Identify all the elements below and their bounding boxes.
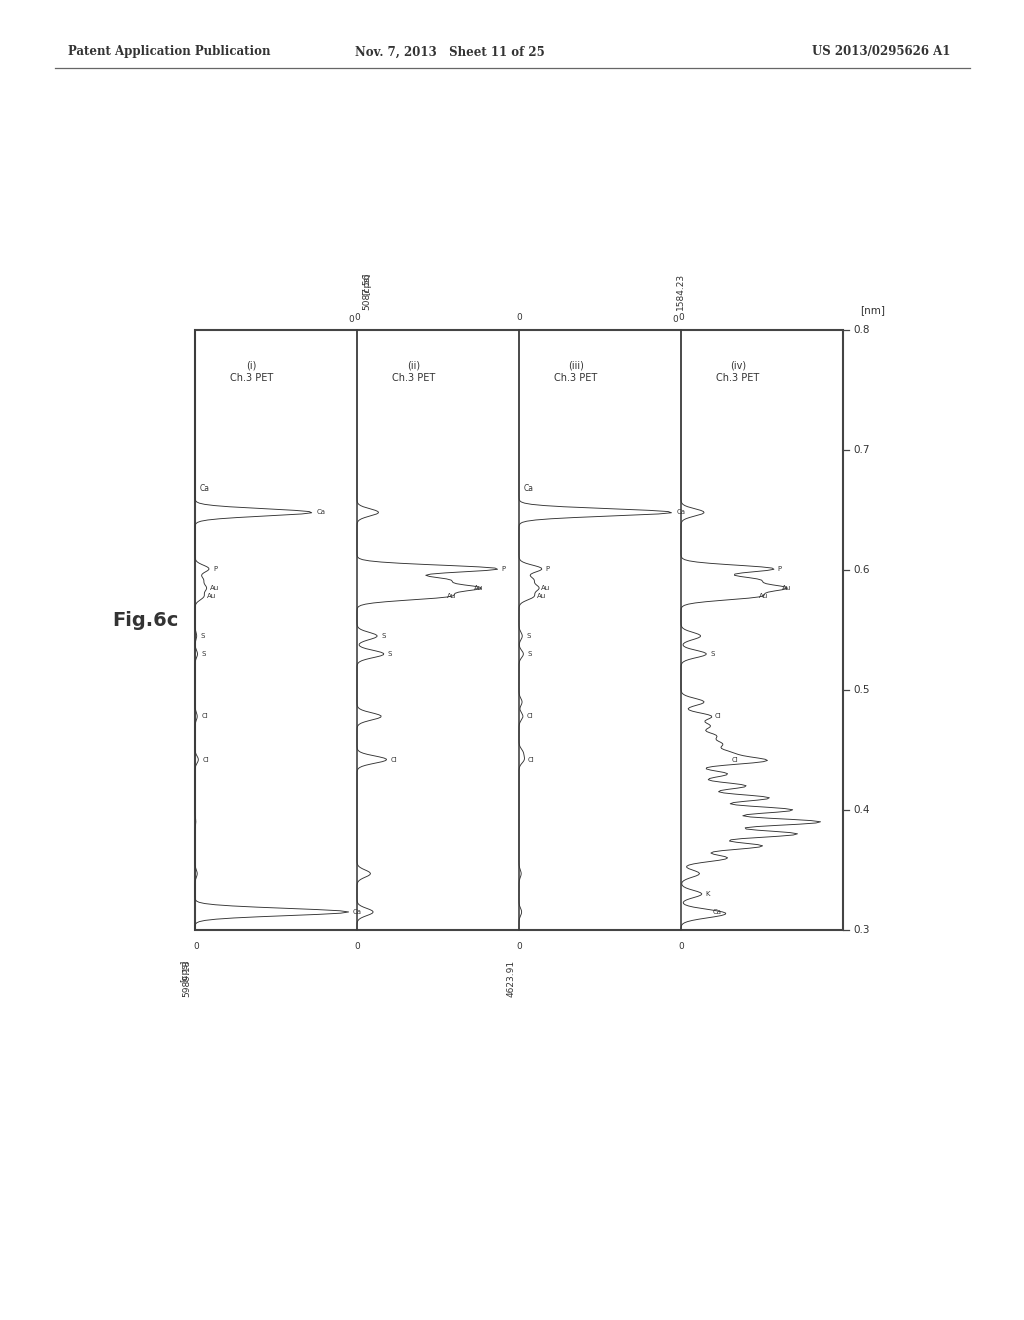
Text: [nm]: [nm]: [860, 305, 886, 315]
Text: 0: 0: [672, 315, 678, 323]
Text: Cl: Cl: [527, 756, 535, 763]
Text: Cl: Cl: [731, 756, 738, 763]
Text: S: S: [202, 651, 206, 657]
Text: 5989.18: 5989.18: [182, 960, 191, 998]
Text: 0.8: 0.8: [853, 325, 869, 335]
Text: P: P: [502, 566, 506, 572]
Text: S: S: [381, 634, 386, 639]
Text: Cl: Cl: [715, 713, 722, 719]
Text: 0: 0: [193, 942, 199, 950]
Text: Ca: Ca: [352, 909, 361, 915]
Text: 0: 0: [516, 313, 522, 322]
Text: 0.3: 0.3: [853, 925, 869, 935]
Text: Au: Au: [447, 594, 457, 599]
Text: 0: 0: [348, 315, 354, 323]
Text: S: S: [201, 634, 205, 639]
Text: 0: 0: [354, 313, 359, 322]
Text: 4623.91: 4623.91: [507, 960, 515, 997]
Text: Ca: Ca: [316, 510, 326, 515]
Text: Patent Application Publication: Patent Application Publication: [68, 45, 270, 58]
Text: (iii)
Ch.3 PET: (iii) Ch.3 PET: [554, 360, 597, 383]
Text: Ca: Ca: [200, 484, 210, 492]
Text: Ca: Ca: [713, 909, 722, 915]
Text: S: S: [526, 634, 530, 639]
Text: K: K: [706, 891, 711, 898]
Text: Cl: Cl: [527, 713, 534, 719]
Text: Au: Au: [210, 585, 219, 591]
Text: Nov. 7, 2013   Sheet 11 of 25: Nov. 7, 2013 Sheet 11 of 25: [355, 45, 545, 58]
Text: 0: 0: [354, 942, 359, 950]
Text: Ca: Ca: [524, 484, 534, 492]
Text: Ca: Ca: [676, 510, 685, 515]
Text: 0.7: 0.7: [853, 445, 869, 455]
Text: [cps]: [cps]: [362, 273, 371, 294]
Text: 1584.23: 1584.23: [676, 273, 685, 310]
Text: 0.4: 0.4: [853, 805, 869, 814]
Text: Fig.6c: Fig.6c: [112, 610, 178, 630]
Text: 0: 0: [678, 942, 684, 950]
Text: Cl: Cl: [202, 713, 208, 719]
Text: 0.5: 0.5: [853, 685, 869, 696]
Text: Cl: Cl: [203, 756, 209, 763]
Text: 5087.56: 5087.56: [362, 273, 371, 310]
Bar: [195, 330, 843, 931]
Text: (i)
Ch.3 PET: (i) Ch.3 PET: [230, 360, 273, 383]
Text: US 2013/0295626 A1: US 2013/0295626 A1: [812, 45, 950, 58]
Text: S: S: [711, 651, 715, 657]
Text: Au: Au: [474, 585, 483, 591]
Text: Au: Au: [542, 585, 551, 591]
Text: P: P: [777, 566, 781, 572]
Text: (iv)
Ch.3 PET: (iv) Ch.3 PET: [716, 360, 760, 383]
Text: 0: 0: [516, 942, 522, 950]
Text: Au: Au: [782, 585, 792, 591]
Text: P: P: [213, 566, 217, 572]
Text: 0: 0: [678, 313, 684, 322]
Text: Au: Au: [759, 594, 768, 599]
Text: [cps]: [cps]: [180, 960, 189, 982]
Text: Au: Au: [208, 594, 217, 599]
Text: Au: Au: [537, 594, 546, 599]
Text: S: S: [388, 651, 392, 657]
Text: Cl: Cl: [391, 756, 397, 763]
Text: P: P: [546, 566, 550, 572]
Text: 0.6: 0.6: [853, 565, 869, 576]
Text: S: S: [527, 651, 531, 657]
Text: (ii)
Ch.3 PET: (ii) Ch.3 PET: [392, 360, 435, 383]
